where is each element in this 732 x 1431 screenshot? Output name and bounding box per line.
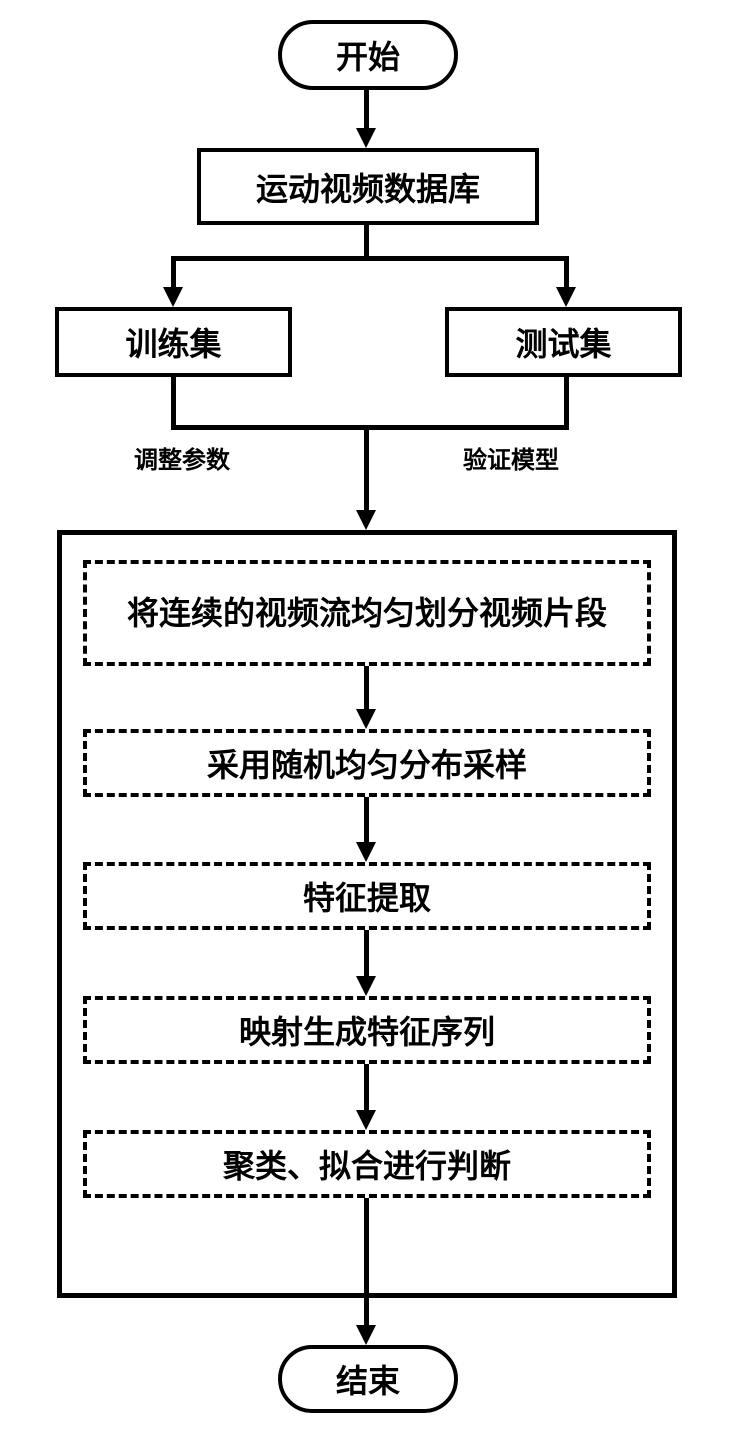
arrowhead-sp2-sp3 (356, 842, 376, 862)
arrowhead-sp4-sp5 (356, 1110, 376, 1130)
arrow-sp3-sp4 (364, 930, 369, 978)
sp2-label: 采用随机均匀分布采样 (207, 740, 527, 786)
subprocess-feature-extraction: 特征提取 (83, 862, 651, 930)
sp3-label: 特征提取 (303, 873, 431, 919)
arrowhead-to-test (556, 287, 576, 307)
database-node: 运动视频数据库 (197, 148, 539, 225)
arrow-sp2-sp3 (364, 797, 369, 844)
sp1-label: 将连续的视频流均匀划分视频片段 (127, 591, 607, 636)
database-label: 运动视频数据库 (256, 164, 480, 210)
arrowhead-start-to-db (356, 128, 376, 148)
sp4-label: 映射生成特征序列 (239, 1007, 495, 1053)
train-label: 训练集 (125, 319, 221, 365)
test-label: 测试集 (515, 319, 611, 365)
merge-horizontal (171, 425, 569, 430)
train-node: 训练集 (55, 307, 292, 377)
arrowhead-sp1-sp2 (356, 709, 376, 729)
start-node: 开始 (278, 20, 458, 90)
end-label: 结束 (336, 1356, 400, 1402)
arrow-sp5-end (364, 1198, 369, 1327)
arrowhead-sp5-end (356, 1325, 376, 1345)
flowchart-diagram: 开始 运动视频数据库 训练集 测试集 调整参数 验证模型 将连续的视频流均 (0, 0, 732, 1431)
split-right-drop (564, 256, 569, 289)
arrowhead-sp3-sp4 (356, 976, 376, 996)
split-left-drop (171, 256, 176, 289)
subprocess-feature-sequence: 映射生成特征序列 (83, 996, 651, 1064)
subprocess-cluster-fit: 聚类、拟合进行判断 (83, 1130, 651, 1198)
arrowhead-to-container (356, 510, 376, 530)
arrow-sp4-sp5 (364, 1064, 369, 1112)
arrow-sp1-sp2 (364, 666, 369, 711)
arrowhead-to-train (163, 287, 183, 307)
merge-left-vertical (171, 377, 176, 430)
merge-right-vertical (564, 377, 569, 430)
merge-to-container (364, 427, 369, 512)
start-label: 开始 (336, 32, 400, 78)
end-node: 结束 (278, 1345, 458, 1413)
sp5-label: 聚类、拟合进行判断 (223, 1141, 511, 1187)
test-node: 测试集 (445, 307, 682, 377)
arrow-start-to-db (364, 90, 369, 130)
split-horizontal (171, 256, 569, 261)
adjust-params-label: 调整参数 (134, 440, 230, 475)
subprocess-split-video: 将连续的视频流均匀划分视频片段 (83, 560, 651, 666)
subprocess-sampling: 采用随机均匀分布采样 (83, 729, 651, 797)
verify-model-label: 验证模型 (463, 440, 559, 475)
